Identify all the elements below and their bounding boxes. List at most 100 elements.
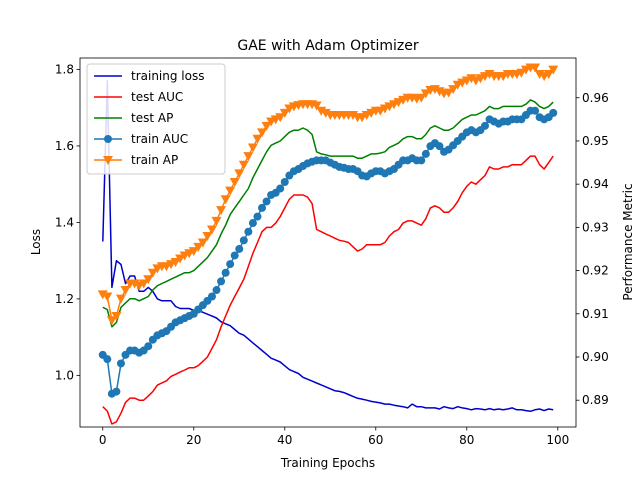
data-point-train-auc (239, 236, 248, 245)
data-point-train-auc (480, 121, 489, 130)
data-point-train-auc (276, 184, 285, 193)
legend-label-test-auc: test AUC (131, 90, 183, 104)
legend-label-train-auc: train AUC (131, 132, 188, 146)
x-axis-label: Training Epochs (280, 456, 375, 470)
data-point-train-ap (147, 268, 158, 278)
data-point-train-ap (197, 238, 208, 248)
series-line-test-auc (102, 155, 554, 425)
data-point-train-ap (247, 143, 258, 153)
x-tick-label: 0 (99, 433, 107, 447)
data-point-train-auc (221, 268, 230, 277)
data-point-train-ap (115, 294, 126, 304)
data-point-train-auc (417, 156, 426, 165)
y-left-tick-label: 1.8 (55, 62, 74, 76)
series-train-auc (98, 106, 558, 398)
legend-entry-train-ap: train AP (94, 153, 178, 167)
data-point-train-auc (435, 142, 444, 151)
series-line-training-loss (102, 80, 554, 413)
data-point-train-ap (216, 206, 227, 216)
y-axis-right-label: Performance Metric (621, 183, 635, 300)
chart-title: GAE with Adam Optimizer (237, 38, 419, 54)
series-training-loss (102, 80, 554, 413)
data-point-train-auc (258, 203, 267, 212)
data-point-train-auc (116, 359, 125, 368)
data-point-train-ap (206, 225, 217, 235)
data-point-train-auc (253, 212, 262, 221)
data-point-train-ap (261, 121, 272, 131)
data-point-train-ap (443, 88, 454, 98)
data-point-train-ap (211, 216, 222, 226)
legend-marker-train-ap (103, 156, 113, 165)
data-point-train-auc (235, 244, 244, 253)
data-point-train-auc (112, 387, 121, 396)
data-point-train-ap (275, 113, 286, 123)
data-point-train-ap (530, 63, 541, 73)
data-point-train-ap (257, 128, 268, 138)
data-point-train-ap (111, 311, 122, 321)
data-point-train-auc (230, 251, 239, 260)
y-right-tick-label: 0.91 (582, 307, 609, 321)
y-right-tick-label: 0.89 (582, 393, 609, 407)
y-axis-left-label: Loss (29, 229, 43, 255)
x-tick-label: 40 (277, 433, 292, 447)
data-point-train-auc (262, 197, 271, 206)
data-point-train-ap (311, 101, 322, 111)
data-point-train-auc (226, 260, 235, 269)
data-point-train-ap (234, 169, 245, 179)
data-point-train-ap (170, 257, 181, 267)
legend-label-train-ap: train AP (131, 153, 178, 167)
legend-entry-training-loss: training loss (94, 69, 204, 83)
data-point-train-ap (252, 134, 263, 144)
data-point-train-ap (543, 69, 554, 79)
data-point-train-auc (144, 342, 153, 351)
data-point-train-ap (106, 316, 117, 326)
data-point-train-ap (138, 279, 149, 289)
data-point-train-ap (193, 242, 204, 252)
data-point-train-auc (549, 108, 558, 117)
data-point-train-auc (244, 227, 253, 236)
data-point-train-ap (220, 195, 231, 205)
y-right-tick-label: 0.90 (582, 350, 609, 364)
legend-entry-test-auc: test AUC (94, 90, 183, 104)
legend-label-training-loss: training loss (131, 69, 204, 83)
data-point-train-auc (212, 286, 221, 295)
series-train-ap (97, 63, 559, 326)
y-left-tick-label: 1.4 (55, 215, 74, 229)
data-point-train-ap (238, 160, 249, 170)
series-layer (97, 63, 559, 425)
data-point-train-ap (420, 89, 431, 99)
legend-box (86, 63, 226, 175)
data-point-train-ap (448, 85, 459, 95)
data-point-train-ap (548, 65, 559, 75)
y-left-tick-label: 1.0 (55, 368, 74, 382)
data-point-train-auc (531, 106, 540, 115)
data-point-train-auc (103, 355, 112, 364)
data-point-train-ap (229, 178, 240, 188)
y-right-tick-label: 0.93 (582, 220, 609, 234)
y-left-tick-label: 1.2 (55, 292, 74, 306)
x-axis: 0 20 40 60 80 100 (99, 427, 569, 447)
series-line-test-ap (102, 99, 554, 328)
data-point-train-auc (280, 178, 289, 187)
y-axis-right: 0.89 0.90 0.91 0.92 0.93 0.94 0.95 0.96 (576, 91, 609, 407)
legend-entry-test-ap: test AP (94, 111, 173, 125)
data-point-train-ap (120, 286, 131, 296)
data-point-train-auc (207, 292, 216, 301)
data-point-train-ap (143, 275, 154, 285)
y-right-tick-label: 0.95 (582, 134, 609, 148)
y-right-tick-label: 0.92 (582, 264, 609, 278)
y-right-tick-label: 0.94 (582, 177, 609, 191)
plot-frame (79, 57, 577, 428)
data-point-train-auc (248, 219, 257, 228)
data-point-train-ap (225, 186, 236, 196)
legend-marker-train-auc (104, 135, 112, 143)
legend-label-test-ap: test AP (131, 111, 173, 125)
data-point-train-ap (202, 232, 213, 242)
x-tick-label: 60 (368, 433, 383, 447)
legend: training loss test AUC test AP train AUC tra… (86, 63, 226, 175)
data-point-train-ap (102, 292, 113, 302)
data-point-train-auc (217, 277, 226, 286)
x-tick-label: 20 (186, 433, 201, 447)
